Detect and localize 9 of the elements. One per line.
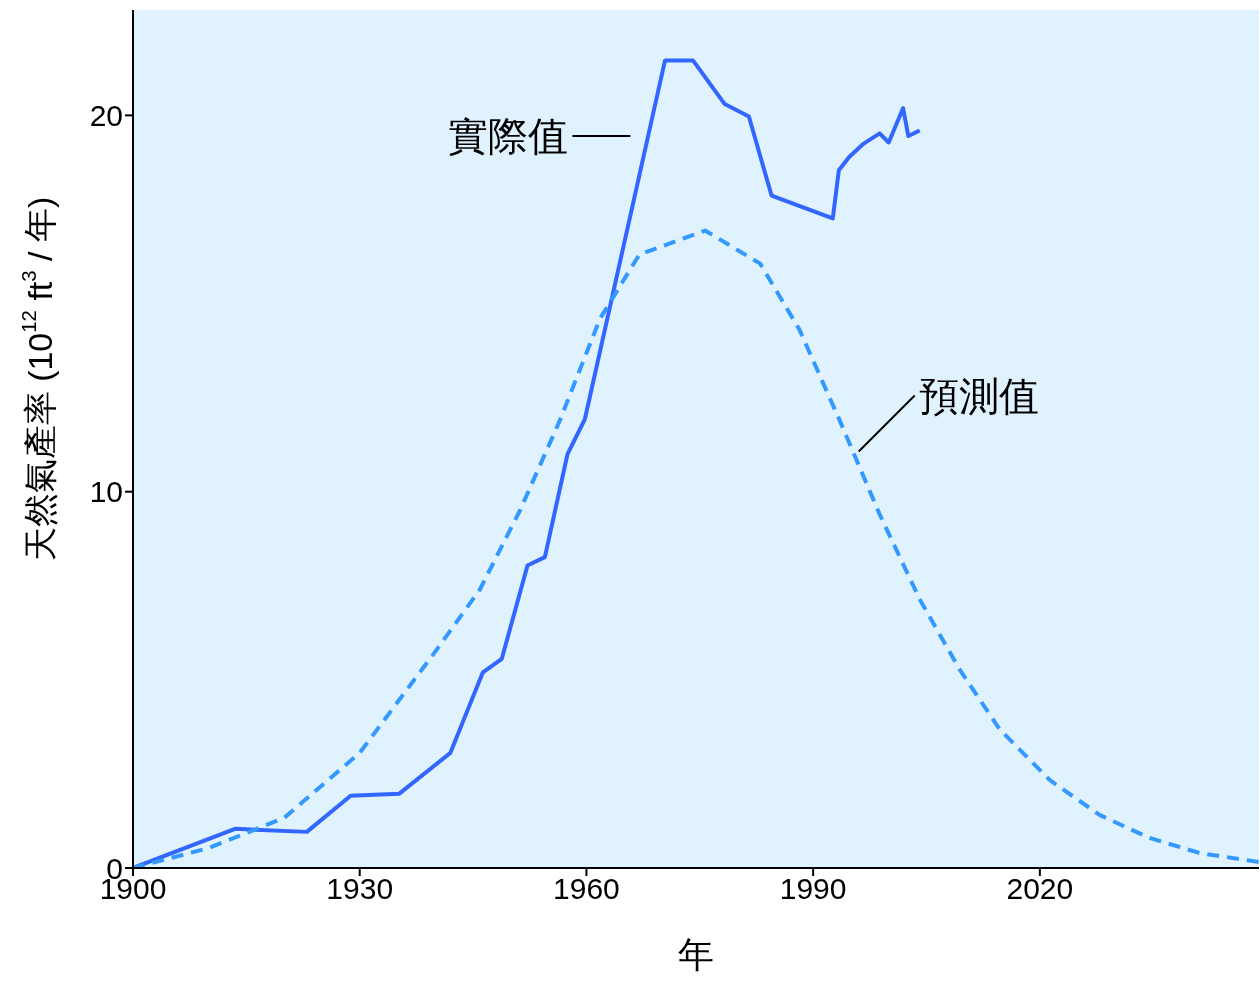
- y-tick-label: 20: [89, 99, 123, 133]
- x-tick-label: 1930: [326, 872, 394, 906]
- x-tick-label: 1960: [553, 872, 620, 906]
- y-tick-label: 10: [89, 475, 123, 509]
- annotation: 實際值: [448, 113, 569, 160]
- annotation: 預測值: [918, 372, 1039, 419]
- x-axis-title: 年: [678, 934, 714, 975]
- x-tick-label: 2020: [1006, 872, 1074, 906]
- x-tick-label: 1990: [779, 872, 847, 906]
